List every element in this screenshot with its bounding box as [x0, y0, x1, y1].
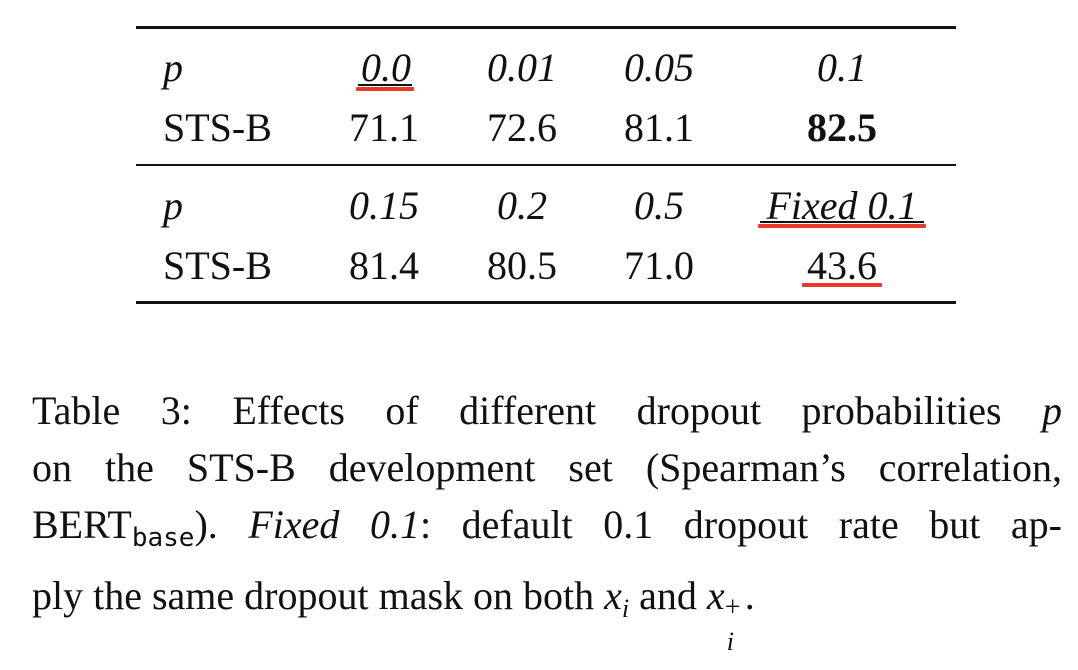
row3-col3: 0.5: [634, 183, 684, 228]
caption-line-1: Table 3: Effects of different dropout pr…: [32, 382, 1062, 439]
row1-col1-highlight: [356, 87, 414, 91]
row1-col3: 0.05: [624, 45, 694, 90]
row1-col1: 0.0: [361, 45, 411, 90]
row4-label: STS-B: [163, 243, 272, 288]
row4-col4-highlight: [802, 283, 882, 287]
table-caption: Table 3: Effects of different dropout pr…: [32, 382, 1062, 656]
caption-text-4a: ply the same dropout mask on both: [32, 573, 595, 618]
table-mid-rule: [136, 164, 956, 166]
table-bottom-rule: [136, 301, 956, 304]
caption-bert-subscript: base: [131, 523, 195, 553]
caption-p-symbol: p: [1042, 388, 1062, 433]
row3-col1: 0.15: [349, 183, 419, 228]
caption-i-subscript: i: [726, 627, 734, 656]
row3-col4-highlight: [758, 224, 926, 228]
row2-col2: 72.6: [487, 105, 557, 150]
caption-xi-plus-symbol: x: [706, 573, 725, 618]
caption-text-1: Table 3: Effects of different dropout pr…: [32, 388, 1002, 433]
row1-col2: 0.01: [487, 45, 557, 90]
row4-col2: 80.5: [487, 243, 557, 288]
row3-col4: Fixed 0.1: [766, 183, 918, 228]
row4-col1: 81.4: [349, 243, 419, 288]
row1-col1-underline: [358, 84, 412, 86]
caption-line-3: BERTbase). Fixed 0.1: default 0.1 dropou…: [32, 496, 1062, 567]
table-top-rule: [136, 26, 956, 29]
caption-xi-symbol: x: [604, 573, 622, 618]
row3-col4-underline: [760, 221, 924, 223]
caption-fixed-label: Fixed 0.1: [248, 502, 420, 547]
row3-col2: 0.2: [497, 183, 547, 228]
row2-col3: 81.1: [624, 105, 694, 150]
caption-line-2: on the STS-B development set (Spearman’s…: [32, 439, 1062, 496]
row2-col1: 71.1: [349, 105, 419, 150]
row1-label: p: [163, 45, 183, 90]
row1-col4: 0.1: [817, 45, 867, 90]
caption-and: and: [639, 573, 697, 618]
caption-text-2: on the STS-B development set (Spearman’s…: [32, 445, 1062, 490]
caption-text-3b: ).: [194, 502, 218, 547]
caption-text-3c: : default 0.1 dropout rate but ap-: [419, 502, 1062, 547]
caption-xi-subscript: i: [621, 594, 630, 623]
row2-label: STS-B: [163, 105, 272, 150]
row4-col3: 71.0: [624, 243, 694, 288]
caption-period: .: [744, 573, 755, 618]
row3-label: p: [163, 183, 183, 228]
caption-bert: BERT: [32, 502, 132, 547]
caption-line-4: ply the same dropout mask on both xi and…: [32, 567, 1062, 656]
row2-col4: 82.5: [807, 105, 877, 150]
row4-col4: 43.6: [807, 243, 877, 288]
